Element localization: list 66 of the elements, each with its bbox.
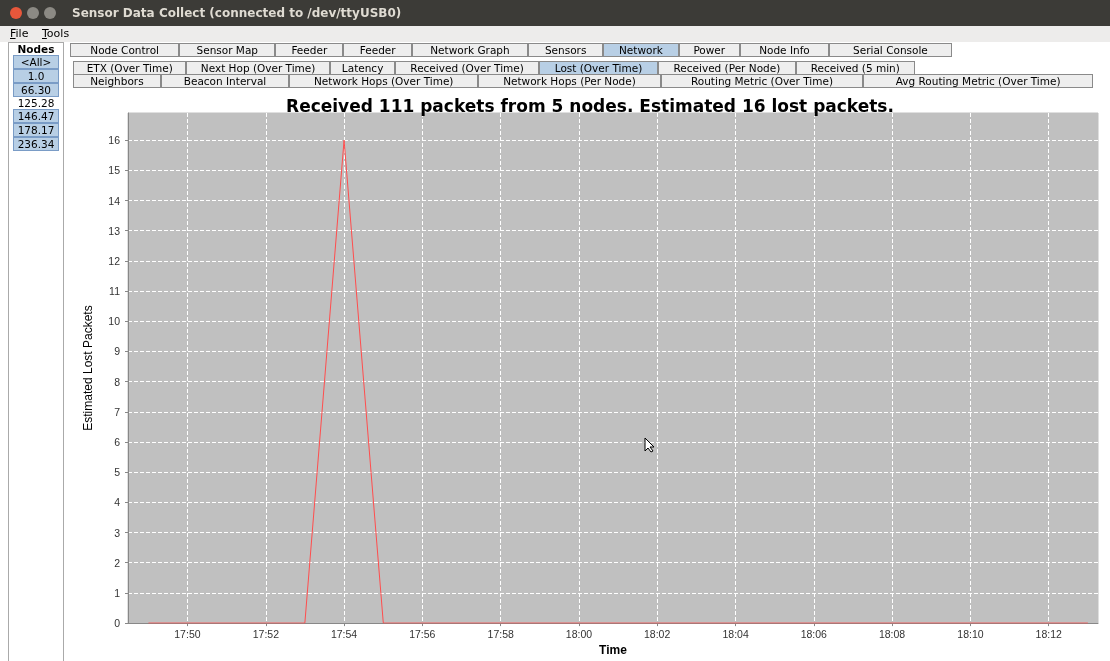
y-tick-label: 11 xyxy=(109,285,121,298)
y-tick-label: 10 xyxy=(108,315,121,328)
x-tick-label: 17:54 xyxy=(330,627,358,640)
text: 178.17 xyxy=(13,123,59,137)
x-tick-label: 18:08 xyxy=(878,627,906,640)
text: 236.34 xyxy=(13,137,59,151)
text: File xyxy=(10,26,29,42)
text: 146.47 xyxy=(13,109,59,123)
text: Received (5 min) xyxy=(795,61,915,75)
text: Lost (Over Time) xyxy=(538,61,659,75)
text: Next Hop (Over Time) xyxy=(186,61,330,75)
text: ETX (Over Time) xyxy=(73,61,187,75)
y-tick-label: 2 xyxy=(114,556,121,569)
y-axis-title: Estimated Lost Packets xyxy=(81,305,95,431)
y-tick-label: 12 xyxy=(108,254,121,267)
text: Network xyxy=(603,43,679,57)
text: Network Hops (Over Time) xyxy=(289,74,479,88)
x-tick-label: 18:12 xyxy=(1035,627,1062,640)
x-axis-title: Time xyxy=(599,643,628,657)
text: 125.28 xyxy=(16,97,56,109)
text: Neighbors xyxy=(73,74,161,88)
y-tick-label: 6 xyxy=(114,436,121,448)
text: Received (Per Node) xyxy=(658,61,796,75)
y-tick-label: 15 xyxy=(108,164,121,177)
text: Routing Metric (Over Time) xyxy=(660,74,864,88)
y-tick-label: 1 xyxy=(114,586,121,599)
text: Feeder xyxy=(275,43,344,57)
text: Received (Over Time) xyxy=(395,61,539,75)
x-tick-label: 18:00 xyxy=(565,627,593,640)
text: Node Info xyxy=(740,43,829,57)
text: Network Graph xyxy=(411,43,529,57)
text: <All> xyxy=(13,55,59,69)
text: Sensors xyxy=(528,43,604,57)
x-tick-label: 18:10 xyxy=(957,627,984,640)
y-tick-label: 16 xyxy=(108,134,121,147)
y-tick-label: 13 xyxy=(108,224,121,237)
x-tick-label: 18:06 xyxy=(800,627,828,640)
text: Sensor Data Collect (connected to /dev/ttyUSB0) xyxy=(72,5,402,22)
text: 1.0 xyxy=(13,69,59,83)
text: Power xyxy=(678,43,741,57)
text: Node Control xyxy=(70,43,180,57)
chart-title: Received 111 packets from 5 nodes. Estimated 16 lost packets. xyxy=(286,95,894,116)
text: 66.30 xyxy=(13,83,59,97)
y-tick-label: 14 xyxy=(108,194,121,207)
text: Network Hops (Per Node) xyxy=(478,74,661,88)
x-tick-label: 18:04 xyxy=(722,627,749,640)
text: Latency xyxy=(329,61,396,75)
x-tick-label: 17:52 xyxy=(252,627,280,640)
x-tick-label: 17:58 xyxy=(487,627,515,640)
text: Beacon Interval xyxy=(160,74,290,88)
text: Feeder xyxy=(343,43,412,57)
text: Serial Console xyxy=(828,43,952,57)
y-tick-label: 3 xyxy=(114,526,121,539)
text: Tools xyxy=(42,26,70,42)
y-tick-label: 9 xyxy=(114,345,121,358)
x-tick-label: 17:50 xyxy=(174,627,201,640)
y-tick-label: 8 xyxy=(114,375,121,388)
x-tick-label: 17:56 xyxy=(409,627,436,640)
y-tick-label: 0 xyxy=(114,617,121,630)
text: Nodes xyxy=(16,43,56,55)
y-tick-label: 5 xyxy=(114,466,121,479)
y-tick-label: 4 xyxy=(114,496,121,509)
text: Avg Routing Metric (Over Time) xyxy=(863,74,1093,88)
x-tick-label: 18:02 xyxy=(644,627,671,640)
y-tick-label: 7 xyxy=(114,405,121,418)
text: Sensor Map xyxy=(179,43,276,57)
